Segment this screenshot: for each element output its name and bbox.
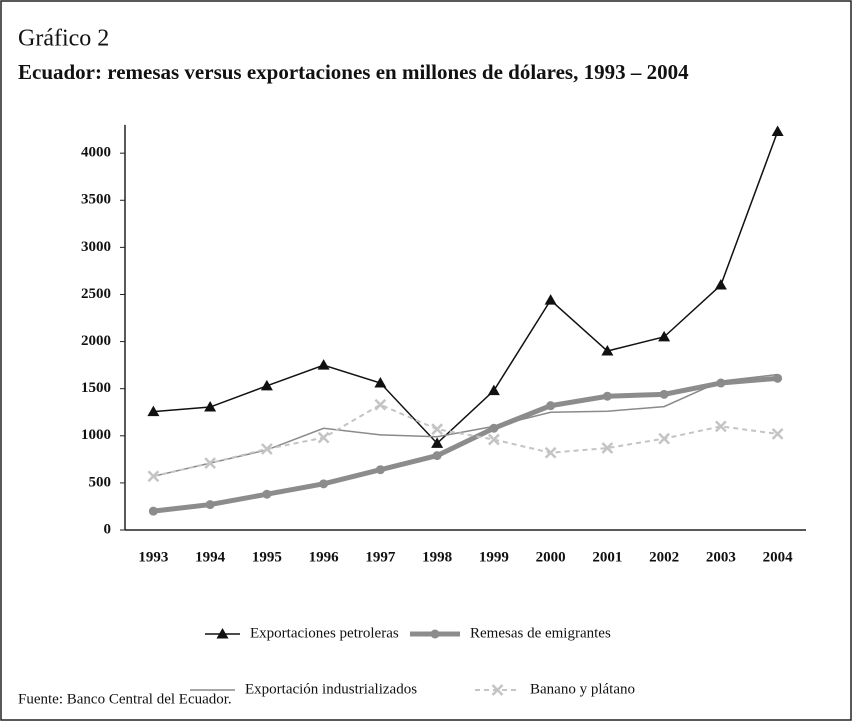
marker xyxy=(374,398,387,411)
legend-label: Exportación industrializados xyxy=(245,681,417,697)
legend-marker xyxy=(216,628,229,639)
y-tick-label: 3500 xyxy=(81,192,111,208)
marker xyxy=(317,359,330,370)
x-tick-label: 1993 xyxy=(138,549,168,565)
legend-label: Banano y plátano xyxy=(530,681,635,697)
marker xyxy=(546,401,556,411)
legend-label: Exportaciones petroleras xyxy=(250,625,399,641)
x-tick-label: 1996 xyxy=(309,549,340,565)
marker xyxy=(317,431,330,444)
marker xyxy=(773,373,783,383)
marker xyxy=(544,446,557,459)
x-tick-label: 1998 xyxy=(422,549,452,565)
marker xyxy=(771,428,784,440)
marker xyxy=(714,279,727,290)
x-tick-label: 2002 xyxy=(649,549,679,565)
legend-marker xyxy=(491,684,504,696)
x-tick-label: 2003 xyxy=(706,549,736,565)
x-tick-label: 2001 xyxy=(592,549,622,565)
y-tick-label: 4000 xyxy=(81,145,111,161)
series-line xyxy=(153,373,778,478)
marker xyxy=(602,391,612,401)
chart-subtitle: Ecuador: remesas versus exportaciones en… xyxy=(18,60,689,84)
marker xyxy=(204,457,217,469)
marker xyxy=(147,470,160,483)
y-tick-label: 2000 xyxy=(81,333,111,349)
x-tick-label: 1999 xyxy=(479,549,509,565)
marker xyxy=(205,500,215,510)
marker xyxy=(714,420,727,433)
marker xyxy=(431,437,444,448)
marker xyxy=(148,506,158,516)
marker xyxy=(260,443,273,455)
y-tick-label: 3000 xyxy=(81,239,111,255)
y-tick-label: 500 xyxy=(89,474,112,490)
legend-label: Remesas de emigrantes xyxy=(470,625,611,641)
y-tick-label: 2500 xyxy=(81,286,111,302)
chart-title: Gráfico 2 xyxy=(18,26,109,52)
marker xyxy=(262,489,272,499)
marker xyxy=(601,442,614,454)
series-line xyxy=(153,131,779,445)
x-tick-label: 1995 xyxy=(252,549,282,565)
marker xyxy=(204,401,217,412)
x-tick-label: 1994 xyxy=(195,549,226,565)
series-line xyxy=(153,375,778,514)
x-tick-label: 1997 xyxy=(365,549,396,565)
marker xyxy=(658,330,671,342)
marker xyxy=(487,433,500,446)
marker xyxy=(260,379,273,391)
x-tick-label: 2004 xyxy=(763,549,794,565)
marker xyxy=(544,294,557,305)
marker xyxy=(601,345,614,356)
series-line xyxy=(153,403,778,478)
x-tick-label: 2000 xyxy=(536,549,566,565)
y-tick-label: 1000 xyxy=(81,427,111,443)
marker xyxy=(375,465,385,475)
marker xyxy=(374,377,387,388)
y-tick-label: 0 xyxy=(104,521,112,537)
marker xyxy=(659,389,669,399)
marker xyxy=(487,384,500,396)
legend-marker xyxy=(430,629,440,639)
marker xyxy=(771,125,784,136)
marker xyxy=(147,405,160,417)
marker xyxy=(431,423,444,436)
y-tick-label: 1500 xyxy=(81,380,111,396)
source: Fuente: Banco Central del Ecuador. xyxy=(18,691,232,707)
marker xyxy=(432,451,442,461)
marker xyxy=(319,479,329,489)
marker xyxy=(658,432,671,445)
